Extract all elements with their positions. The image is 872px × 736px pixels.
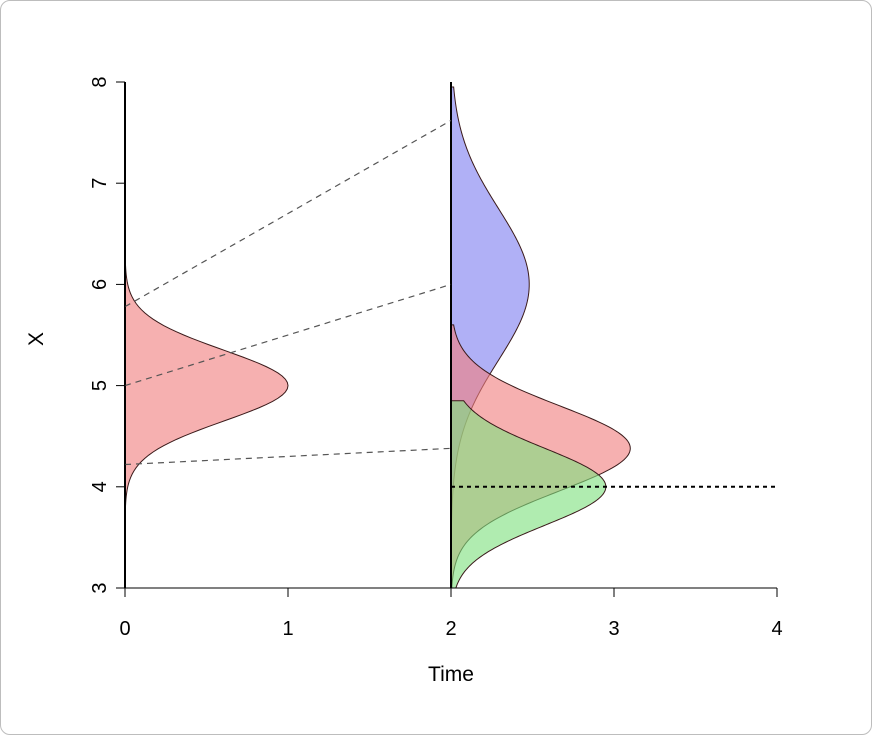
y-tick-label-7: 7 <box>89 178 111 189</box>
x-tick-label-4: 4 <box>771 618 782 640</box>
mapping-line-3 <box>124 447 452 466</box>
x-axis-title: Time <box>428 663 474 686</box>
y-tick-label-5: 5 <box>89 380 111 391</box>
y-tick-label-4: 4 <box>89 481 111 492</box>
x-axis: 0 1 2 3 4 <box>119 587 783 640</box>
y-axis-title: X <box>25 332 48 346</box>
y-axis: 3 4 5 6 7 8 <box>89 76 126 594</box>
y-tick-label-8: 8 <box>89 76 111 87</box>
x-tick-label-2: 2 <box>445 618 456 640</box>
x-tick-label-0: 0 <box>119 618 130 640</box>
mapping-line-1 <box>124 119 452 308</box>
green-density <box>450 400 607 589</box>
mapping-lines-layer <box>124 119 452 466</box>
y-tick-label-3: 3 <box>89 582 111 593</box>
mapping-line-2 <box>124 283 452 387</box>
y-tick-label-6: 6 <box>89 279 111 290</box>
x-tick-label-3: 3 <box>608 618 619 640</box>
initial-density <box>124 82 289 588</box>
x-tick-label-1: 1 <box>282 618 293 640</box>
density-layer <box>124 82 631 589</box>
